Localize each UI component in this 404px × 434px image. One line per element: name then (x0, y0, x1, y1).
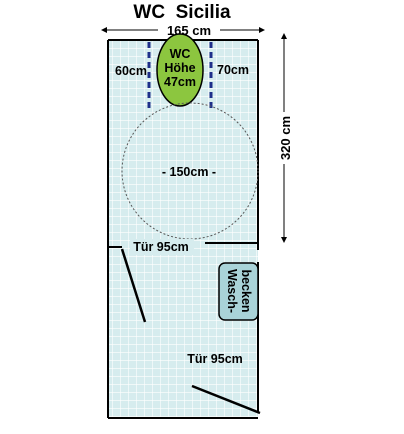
plan-title: WC Sicilia (133, 2, 231, 23)
door-bottom-label: Tür 95cm (187, 352, 243, 366)
turning-circle-label: - 150cm - (162, 165, 216, 179)
right-clearance-label: 70cm (217, 63, 249, 77)
sink-label-line2: becken (239, 269, 253, 312)
left-clearance-label: 60cm (115, 64, 147, 78)
turning-circle (121, 102, 259, 240)
toilet-bowl (156, 33, 204, 107)
sink (218, 262, 259, 321)
door-top-leaf (120, 248, 147, 323)
width-label-bg (158, 22, 220, 38)
sink-label-line1: Wasch- (225, 269, 239, 313)
door-top-label: Tür 95cm (133, 240, 189, 254)
door-bottom-leaf (191, 384, 261, 415)
toilet-label-line3: 47cm (164, 75, 196, 89)
clearance-lines (147, 42, 213, 110)
toilet-label-line2: Höhe (164, 61, 195, 75)
door-top-label-bg (130, 239, 194, 255)
height-label-bg (276, 112, 294, 164)
toilet-label-line1: WC (170, 47, 191, 61)
height-label: 320 cm (278, 116, 293, 160)
